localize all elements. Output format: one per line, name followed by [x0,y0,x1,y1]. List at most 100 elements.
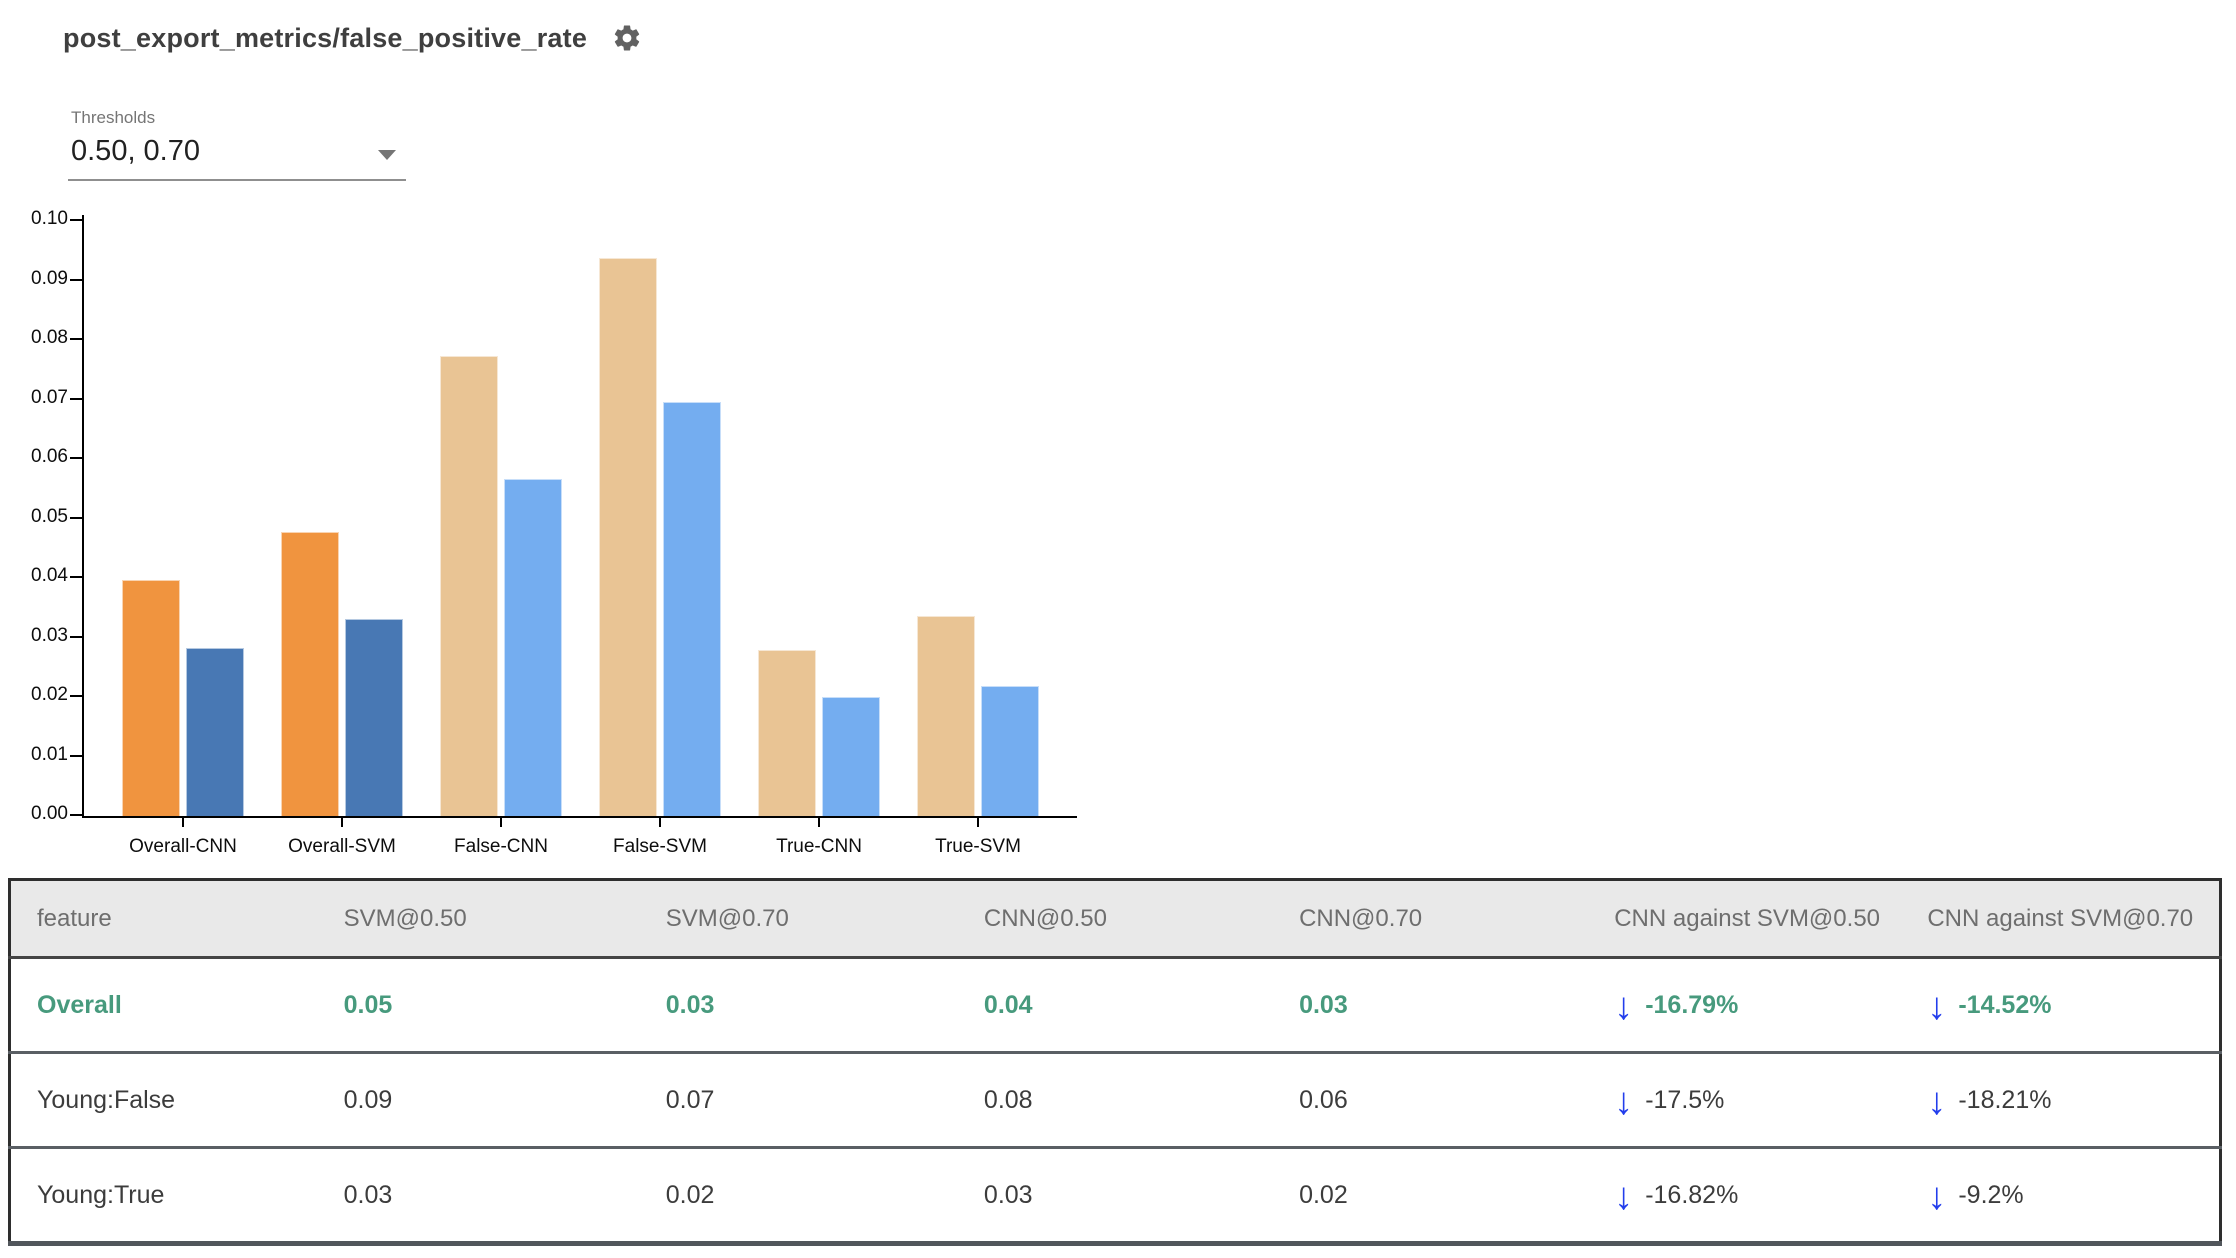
chart-bar-False-CNN [440,356,498,816]
metric-value-cell: 0.09 [343,1052,666,1149]
arrow-down-icon: ↓ [1614,1176,1634,1218]
y-axis-tick-label: 0.09 [31,267,68,289]
x-axis-tick-label: False-CNN [454,836,548,857]
metric-value-cell: 0.03 [1299,957,1615,1054]
gear-icon[interactable] [611,22,643,54]
feature-cell: Overall [9,957,344,1054]
delta-cell: ↓ -17.5% [1614,1052,1928,1149]
y-axis-tick-label: 0.06 [31,446,68,467]
metric-value-cell: 0.03 [665,957,984,1054]
chart-bar-True-CNN [822,697,880,816]
y-axis-tick [70,695,82,697]
y-axis-tick [70,635,82,638]
y-axis-tick-label: 0.03 [31,624,68,646]
delta-cell: ↓ -16.79% [1614,957,1928,1054]
x-axis-tick [341,816,343,827]
y-axis-tick [70,397,82,400]
feature-cell: Young:False [9,1052,344,1149]
column-header: CNN against SVM@0.70 [1927,879,2221,959]
metric-value-cell: 0.06 [1299,1052,1615,1149]
y-axis-tick-label: 0.02 [31,684,68,705]
y-axis-tick [70,576,82,578]
arrow-down-icon: ↓ [1927,986,1947,1028]
y-axis-tick [70,457,82,459]
y-axis-tick-label: 0.07 [31,386,68,408]
chart-bar-True-CNN [758,650,816,816]
metrics-table: feature SVM@0.50 SVM@0.70 CNN@0.50 CNN@0.70 C… [8,878,2222,1246]
metric-value-cell: 0.03 [343,1180,393,1209]
y-axis-tick [70,278,82,281]
chart-bar-Overall-CNN [122,580,180,816]
y-axis-tick-label: 0.04 [31,565,68,586]
table-row: Young:True 0.03 0.02 0.03 0.02 ↓ -16.82% ↓ -9.2% [10,1148,2221,1244]
y-axis-tick [70,754,82,757]
delta: ↓ -16.79% [1614,986,1927,1028]
chart-bar-Overall-CNN [186,648,244,816]
arrow-down-icon: ↓ [1927,1081,1947,1123]
x-axis-tick [182,816,184,827]
delta-value: -14.52% [1958,990,2052,1019]
delta-value: -17.5% [1645,1085,1725,1114]
thresholds-select[interactable]: 0.50, 0.70 [68,128,406,181]
x-axis-tick [659,816,661,827]
metric-value-cell: 0.05 [343,957,666,1054]
chart-bar-Overall-SVM [281,532,339,816]
delta: ↓ -16.82% [1614,1176,1927,1218]
delta: ↓ -14.52% [1927,986,2219,1028]
delta: ↓ -17.5% [1614,1081,1927,1123]
chevron-down-icon [378,149,396,160]
metric-value-cell: 0.08 [983,1052,1300,1149]
delta-cell: ↓ -16.82% [1614,1148,1927,1244]
column-header: feature [9,879,344,959]
x-axis-tick-label: True-SVM [935,836,1021,857]
y-axis-tick-label: 0.05 [31,505,68,527]
x-axis-tick-label: False-SVM [613,836,707,857]
x-axis-tick-label: Overall-SVM [288,836,396,857]
y-axis-tick [70,516,82,519]
column-header: CNN against SVM@0.50 [1614,879,1928,959]
x-axis-tick [977,816,979,827]
delta-value: -16.82% [1645,1180,1739,1209]
x-axis-tick-label: True-CNN [776,836,862,857]
thresholds-value: 0.50, 0.70 [71,135,200,167]
x-axis-tick [500,816,502,827]
column-header: CNN@0.50 [983,879,1300,959]
column-header: CNN@0.70 [1299,879,1615,959]
header: post_export_metrics/false_positive_rate [63,22,643,54]
metric-value-cell: 0.03 [983,1180,1033,1209]
y-axis-tick-label: 0.10 [31,208,68,229]
delta-value: -9.2% [1958,1180,2024,1209]
x-axis-tick-label: Overall-CNN [129,836,237,857]
page-title: post_export_metrics/false_positive_rate [63,22,588,53]
feature-cell: Young:True [37,1180,165,1209]
chart-bar-Overall-SVM [345,619,403,816]
metric-value-cell: 0.07 [665,1052,984,1149]
metric-value-cell: 0.02 [1299,1180,1348,1209]
delta-cell: ↓ -14.52% [1927,957,2221,1054]
delta-cell: ↓ -18.21% [1927,1052,2221,1149]
arrow-down-icon: ↓ [1927,1176,1947,1218]
delta-value: -18.21% [1958,1085,2052,1114]
table-row: Overall 0.05 0.03 0.04 0.03 ↓ -16.79% ↓ -14.52% [9,957,2221,1054]
arrow-down-icon: ↓ [1614,1081,1634,1123]
chart-bar-False-SVM [599,258,657,816]
chart-bar-False-SVM [663,402,721,816]
chart-bar-True-SVM [981,686,1039,816]
y-axis-tick-label: 0.08 [31,327,68,348]
delta: ↓ -18.21% [1927,1081,2219,1123]
metric-value-cell: 0.02 [665,1180,715,1209]
table-header-row: feature SVM@0.50 SVM@0.70 CNN@0.50 CNN@0.70 C… [9,879,2221,959]
thresholds-widget: Thresholds 0.50, 0.70 [68,108,406,181]
y-axis-tick [70,814,82,816]
delta: ↓ -9.2% [1927,1176,2219,1218]
table-row: Young:False 0.09 0.07 0.08 0.06 ↓ -17.5% ↓ -18.2… [9,1052,2221,1149]
bar-chart: 0.00 0.01 0.02 0.03 0.04 0.05 0.06 0.07 0.08 0.09… [31,208,1077,857]
y-axis-tick-label: 0.00 [31,803,68,824]
delta-cell: ↓ -9.2% [1927,1148,2220,1244]
arrow-down-icon: ↓ [1614,986,1634,1028]
chart-bar-False-CNN [504,479,562,816]
y-axis-tick [70,219,82,221]
x-axis-tick [818,816,820,827]
thresholds-label: Thresholds [71,108,156,127]
chart-bar-True-SVM [917,616,975,816]
